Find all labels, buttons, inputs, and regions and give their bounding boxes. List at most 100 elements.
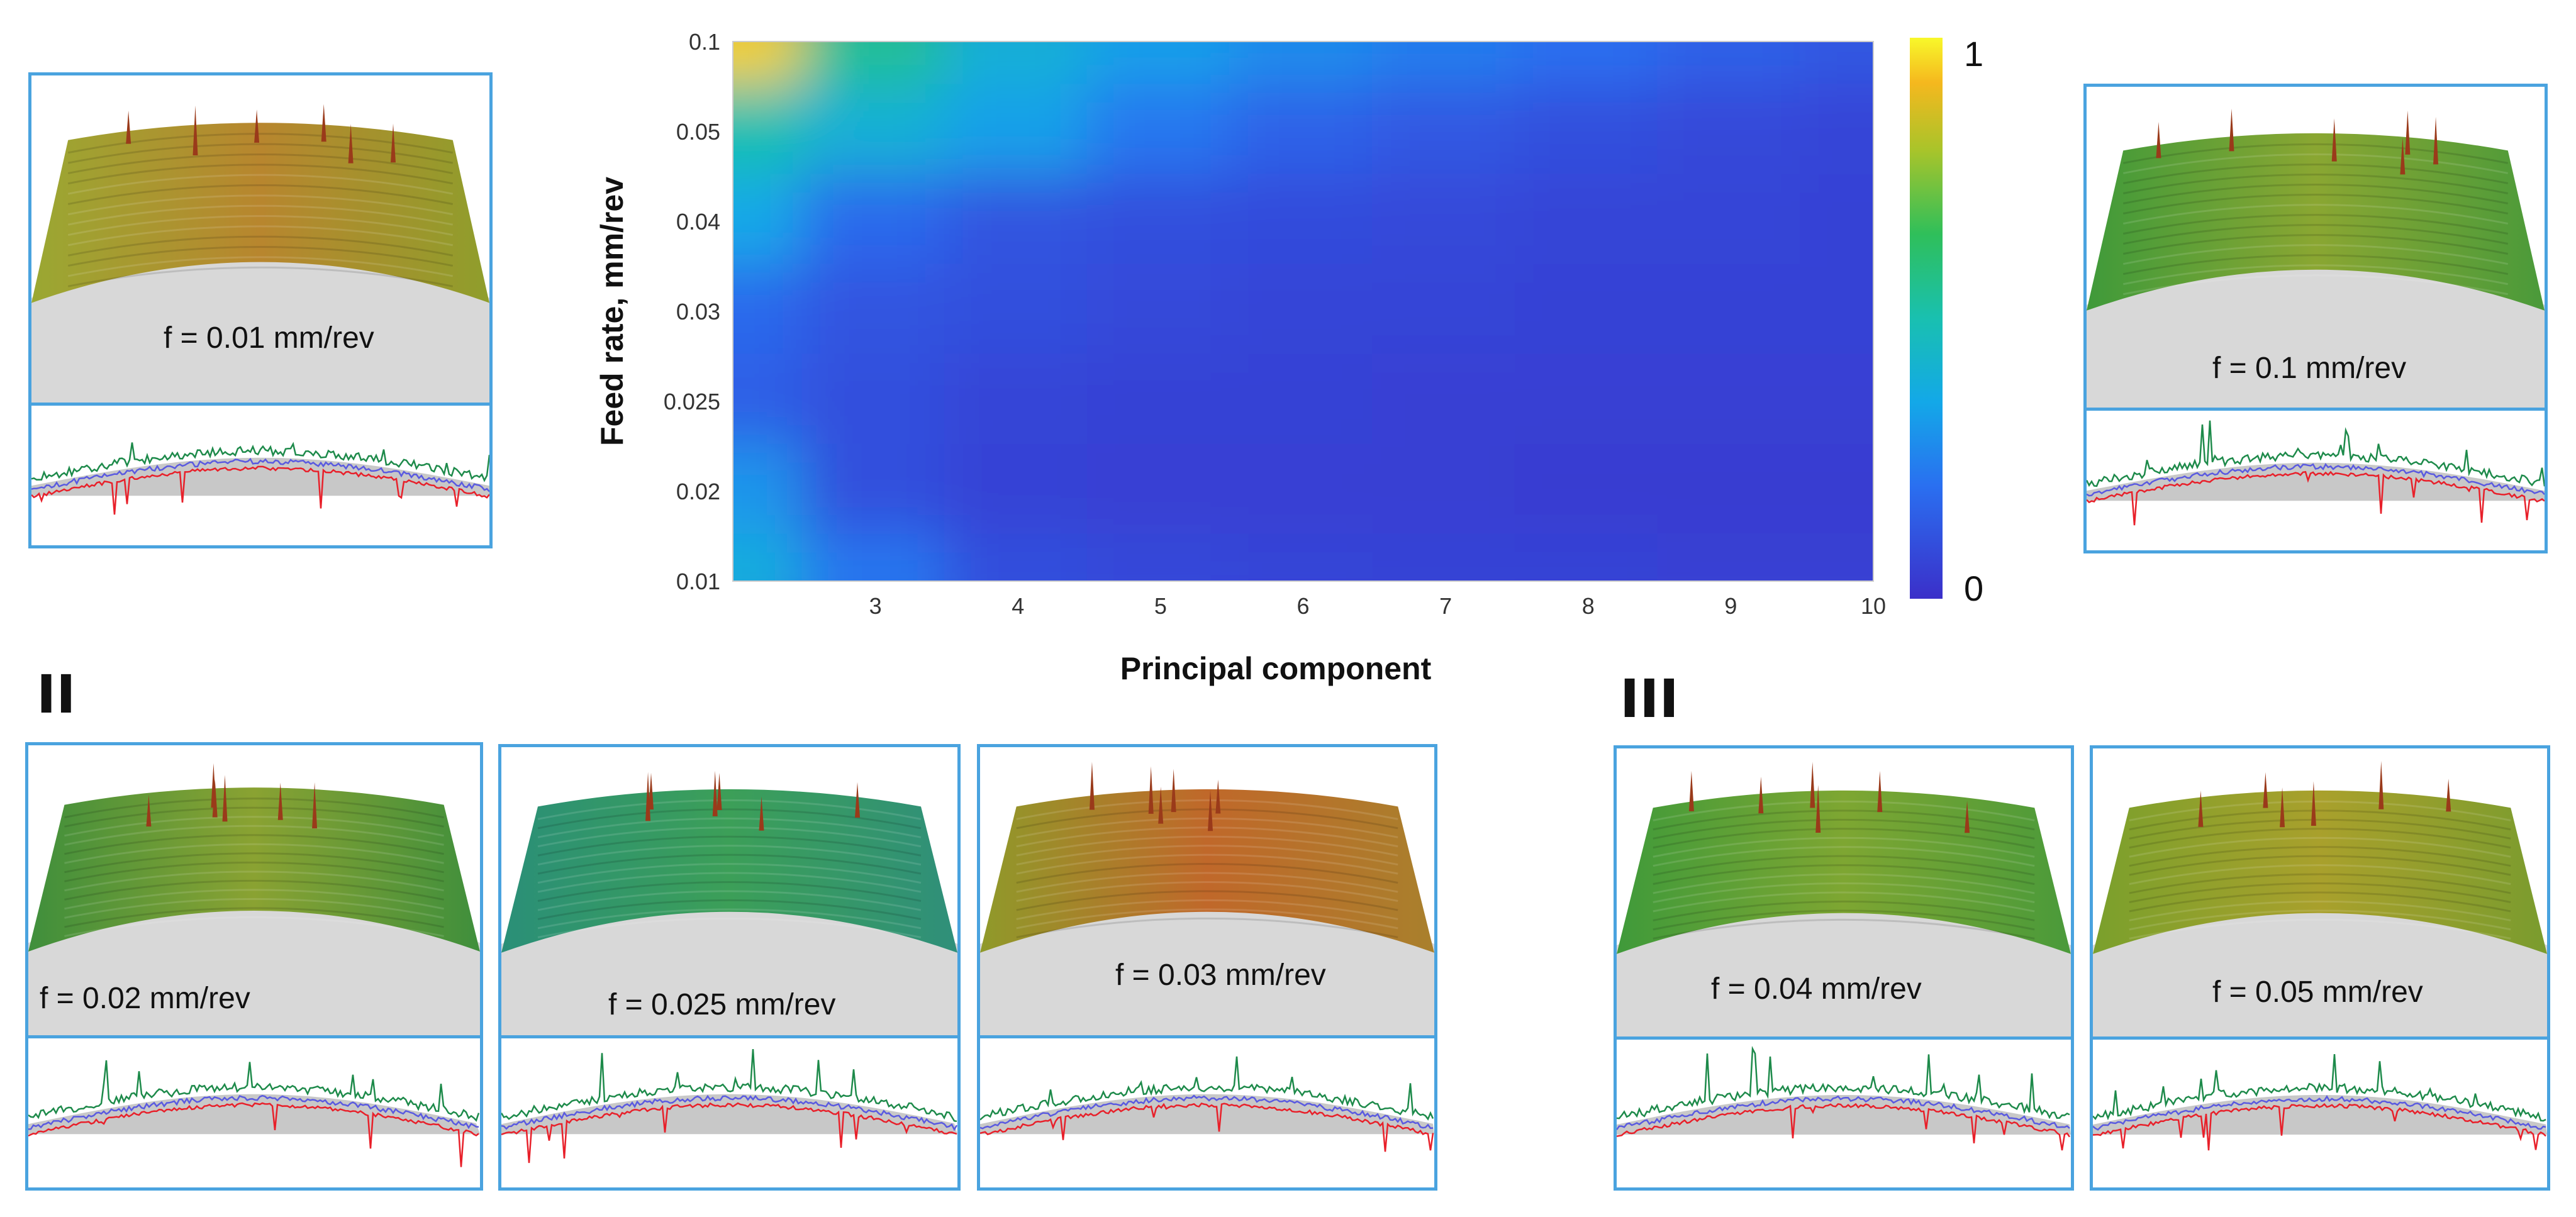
feed-mark bbox=[1016, 835, 1398, 857]
heatmap-cell bbox=[1086, 353, 1235, 449]
feed-mark bbox=[67, 215, 454, 236]
surface-peak bbox=[1810, 762, 1815, 808]
heatmap-cell bbox=[1371, 443, 1520, 539]
surface-topography bbox=[28, 787, 480, 952]
feed-mark bbox=[67, 225, 454, 247]
profile-trace bbox=[2087, 420, 2545, 526]
surface-peak bbox=[1215, 779, 1221, 814]
feed-mark bbox=[64, 897, 444, 919]
y-tick-label: 0.01 bbox=[676, 569, 720, 594]
surface-peak bbox=[2400, 137, 2406, 175]
feed-mark bbox=[67, 174, 454, 195]
profile-line-green bbox=[2093, 1054, 2546, 1122]
surface-panel-0.1: f = 0.1 mm/rev bbox=[2083, 84, 2548, 411]
heatmap-cell bbox=[1371, 42, 1520, 89]
profile-line-blue bbox=[2093, 1094, 2546, 1131]
surface-peak bbox=[192, 105, 198, 156]
plot-frame bbox=[732, 41, 1874, 582]
profile-envelope bbox=[1617, 1095, 2071, 1135]
feed-mark bbox=[67, 164, 454, 185]
feed-mark bbox=[2122, 224, 2509, 245]
heatmap-cell bbox=[801, 443, 949, 539]
heatmap-cell bbox=[1657, 533, 1805, 581]
x-tick-label: 8 bbox=[1582, 593, 1595, 619]
feed-mark bbox=[2122, 264, 2509, 286]
feed-mark bbox=[64, 852, 444, 874]
heatmap-cell bbox=[1514, 533, 1663, 581]
heatmap-cell bbox=[1086, 42, 1235, 89]
surface-peak bbox=[649, 772, 654, 810]
heatmap-cell bbox=[801, 533, 949, 581]
profile-line-green bbox=[980, 1056, 1434, 1121]
surface-peak bbox=[1815, 784, 1821, 833]
heatmap-cell bbox=[1086, 533, 1235, 581]
feed-mark bbox=[64, 797, 444, 819]
surface-peak bbox=[716, 772, 722, 811]
surface-peak bbox=[146, 794, 152, 827]
feed-rate-label: f = 0.02 mm/rev bbox=[40, 982, 250, 1015]
profile-envelope bbox=[2087, 462, 2545, 501]
feed-mark bbox=[1653, 809, 2035, 831]
feed-mark bbox=[2129, 918, 2511, 940]
profile-line-green bbox=[501, 1049, 957, 1123]
heatmap-cell bbox=[1514, 264, 1663, 359]
feed-mark bbox=[1016, 908, 1398, 930]
x-tick-label: 9 bbox=[1724, 593, 1737, 619]
profile-line-red bbox=[980, 1102, 1434, 1152]
profile-panel-0.02 bbox=[25, 1035, 483, 1191]
feed-mark bbox=[1653, 909, 2035, 931]
feed-mark bbox=[1016, 808, 1398, 830]
surface-peak bbox=[126, 110, 131, 144]
surface-panel-0.05: f = 0.05 mm/rev bbox=[2090, 745, 2550, 1041]
heatmap-cells bbox=[733, 42, 1873, 581]
feed-mark bbox=[2122, 164, 2509, 184]
heatmap-cell bbox=[1229, 42, 1377, 89]
surface-3d-render bbox=[2093, 760, 2547, 1038]
profile-envelope bbox=[980, 1094, 1434, 1135]
sample-base bbox=[31, 243, 489, 403]
heatmap-cell bbox=[1229, 174, 1377, 269]
heatmap-cell bbox=[944, 84, 1092, 179]
profile-line-green bbox=[28, 1060, 480, 1122]
surface-peak bbox=[2405, 110, 2411, 155]
profile-envelope bbox=[31, 457, 489, 496]
feed-mark bbox=[67, 246, 454, 267]
feed-mark bbox=[1653, 900, 2035, 921]
heatmap-cell bbox=[1371, 84, 1520, 179]
heatmap-cell bbox=[1657, 353, 1805, 449]
feed-rate-label: f = 0.03 mm/rev bbox=[1115, 959, 1326, 992]
heatmap-cell bbox=[801, 84, 949, 179]
feed-mark bbox=[2122, 194, 2509, 215]
feed-mark bbox=[2129, 809, 2511, 831]
surface-3d-render bbox=[28, 763, 480, 1036]
heatmap-cell bbox=[733, 174, 807, 269]
feed-mark bbox=[67, 184, 454, 205]
heatmap-cell bbox=[1229, 84, 1377, 179]
heatmap-cell bbox=[801, 174, 949, 269]
heatmap-cell bbox=[1086, 264, 1235, 359]
surface-topography bbox=[2093, 790, 2547, 954]
feed-mark bbox=[2122, 184, 2509, 204]
feed-mark bbox=[2122, 143, 2509, 164]
profile-line-red bbox=[28, 1102, 479, 1167]
feed-mark bbox=[2129, 800, 2511, 821]
sample-base bbox=[28, 894, 480, 1036]
profile-trace bbox=[28, 1060, 480, 1167]
feed-mark bbox=[1016, 917, 1398, 938]
heatmap-cell bbox=[1799, 533, 1873, 581]
feed-mark bbox=[2129, 909, 2511, 931]
profile-panel-0.05 bbox=[2090, 1036, 2550, 1191]
feed-mark bbox=[2122, 244, 2509, 265]
feed-mark bbox=[67, 143, 454, 164]
feed-mark bbox=[64, 825, 444, 846]
surface-peak bbox=[2311, 781, 2316, 826]
feed-mark bbox=[64, 916, 444, 937]
heatmap-cell bbox=[944, 174, 1092, 269]
profile-trace bbox=[1617, 1046, 2071, 1151]
feed-mark bbox=[537, 872, 922, 893]
surface-topography bbox=[1617, 790, 2071, 954]
group-label-II: II bbox=[36, 664, 76, 725]
feed-mark bbox=[2129, 891, 2511, 913]
profile-line-red bbox=[1617, 1103, 2071, 1151]
feed-mark bbox=[537, 863, 922, 884]
